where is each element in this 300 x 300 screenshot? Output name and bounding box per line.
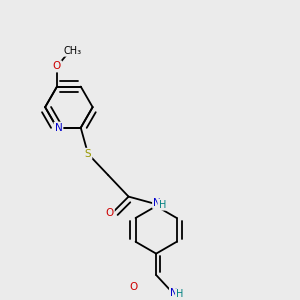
Text: N: N (153, 198, 161, 208)
Text: H: H (176, 289, 183, 299)
Text: O: O (129, 282, 137, 292)
Text: N: N (55, 123, 62, 133)
Text: S: S (85, 149, 91, 159)
Text: N: N (170, 287, 178, 298)
Text: CH₃: CH₃ (64, 46, 82, 56)
Text: H: H (158, 200, 166, 210)
Text: O: O (106, 208, 114, 218)
Text: O: O (53, 61, 61, 71)
